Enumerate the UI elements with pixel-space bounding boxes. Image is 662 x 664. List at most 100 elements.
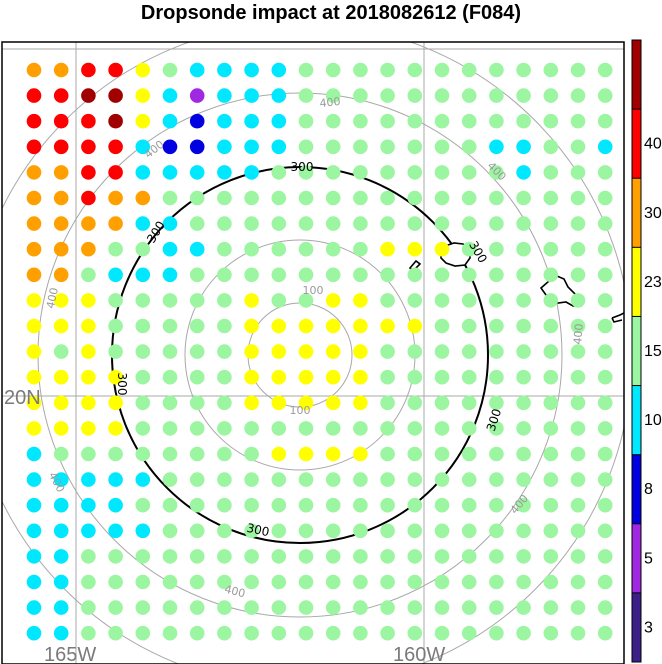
sonde-dot	[489, 241, 504, 257]
sonde-dot	[407, 497, 423, 513]
sonde-dot	[26, 241, 42, 257]
sonde-dot	[407, 446, 423, 462]
sonde-dot	[298, 395, 314, 411]
sonde-dot	[81, 574, 96, 590]
sonde-dot	[81, 241, 96, 257]
sonde-dot	[298, 446, 314, 462]
sonde-dot	[271, 369, 287, 385]
sonde-dot	[380, 216, 395, 231]
sonde-dot	[189, 421, 205, 436]
sonde-dot	[570, 497, 586, 513]
sonde-dot	[570, 395, 586, 411]
sonde-dot	[353, 549, 368, 564]
sonde-dot	[135, 472, 151, 487]
sonde-dot	[53, 472, 69, 487]
sonde-dot	[298, 88, 314, 103]
ring-label-300-right: 300	[484, 407, 504, 433]
sonde-dot	[380, 395, 395, 411]
sonde-dot	[298, 190, 314, 206]
sonde-dot	[543, 139, 559, 155]
sonde-dot	[325, 523, 341, 539]
sonde-dot	[271, 190, 287, 206]
sonde-dot	[244, 241, 259, 257]
sonde-dot	[81, 190, 96, 206]
sonde-dot	[135, 190, 151, 206]
sonde-dot	[81, 446, 96, 462]
sonde-dot	[244, 600, 259, 615]
sonde-dot	[162, 113, 178, 129]
sonde-dot	[26, 318, 42, 334]
sonde-dot	[298, 421, 314, 436]
sonde-dot	[189, 190, 205, 206]
sonde-dot	[434, 497, 450, 513]
sonde-dot	[380, 165, 395, 180]
colorbar-segment	[632, 592, 641, 663]
sonde-dot	[162, 318, 178, 334]
sonde-dot	[325, 395, 341, 411]
sonde-dot	[26, 293, 42, 308]
sonde-dot	[135, 395, 151, 411]
ring-label-400-left: 400	[44, 286, 61, 309]
sonde-dot	[108, 318, 123, 334]
sonde-dot	[434, 267, 450, 283]
sonde-dot	[162, 446, 178, 462]
sonde-dot	[407, 190, 423, 206]
sonde-dot	[543, 421, 559, 436]
sonde-dot	[570, 267, 586, 283]
sonde-dot	[543, 113, 559, 129]
sonde-dot	[217, 318, 232, 334]
sonde-dot	[217, 523, 232, 539]
sonde-dot	[217, 421, 232, 436]
sonde-dot	[271, 395, 287, 411]
sonde-dot	[516, 523, 531, 539]
colorbar-segment	[632, 247, 641, 317]
sonde-dot	[162, 190, 178, 206]
sonde-dot	[434, 293, 450, 308]
sonde-dot	[135, 523, 151, 539]
sonde-dot	[271, 139, 287, 155]
sonde-dot	[81, 165, 96, 180]
sonde-dot	[516, 241, 531, 257]
sonde-dot	[597, 549, 613, 564]
map-title: Dropsonde impact at 2018082612 (F084)	[140, 2, 522, 24]
sonde-dot	[380, 549, 395, 564]
sonde-dot	[489, 549, 504, 564]
sonde-dot	[189, 472, 205, 487]
sonde-dot	[407, 395, 423, 411]
sonde-dot	[162, 139, 178, 155]
sonde-dot	[271, 293, 287, 308]
sonde-dot	[189, 549, 205, 564]
sonde-dot	[108, 344, 123, 359]
sonde-dot	[81, 421, 96, 436]
sonde-dot	[325, 421, 341, 436]
sonde-dot	[217, 472, 232, 487]
sonde-dot	[461, 190, 477, 206]
sonde-dot	[189, 574, 205, 590]
sonde-dot	[325, 216, 341, 231]
sonde-dot	[570, 344, 586, 359]
sonde-dot	[516, 574, 531, 590]
sonde-dot	[81, 216, 96, 231]
graticule	[2, 42, 624, 664]
sonde-dot	[434, 139, 450, 155]
sonde-dot	[407, 523, 423, 539]
sonde-dot	[217, 446, 232, 462]
sonde-dot	[516, 369, 531, 385]
sonde-dot	[325, 62, 341, 78]
sonde-dot	[108, 293, 123, 308]
sonde-dot	[189, 216, 205, 231]
sonde-dot	[217, 267, 232, 283]
sonde-dot	[407, 344, 423, 359]
sonde-dot	[298, 600, 314, 615]
lat-label-20n: 20N	[4, 387, 41, 409]
sonde-dot	[380, 523, 395, 539]
sonde-dot	[597, 293, 613, 308]
sonde-dot	[489, 216, 504, 231]
sonde-dot	[325, 113, 341, 129]
colorbar-segment	[632, 109, 641, 179]
sonde-dot	[434, 523, 450, 539]
sonde-dot	[244, 625, 259, 641]
sonde-dot	[189, 344, 205, 359]
lon-label-165w: 165W	[44, 644, 96, 664]
